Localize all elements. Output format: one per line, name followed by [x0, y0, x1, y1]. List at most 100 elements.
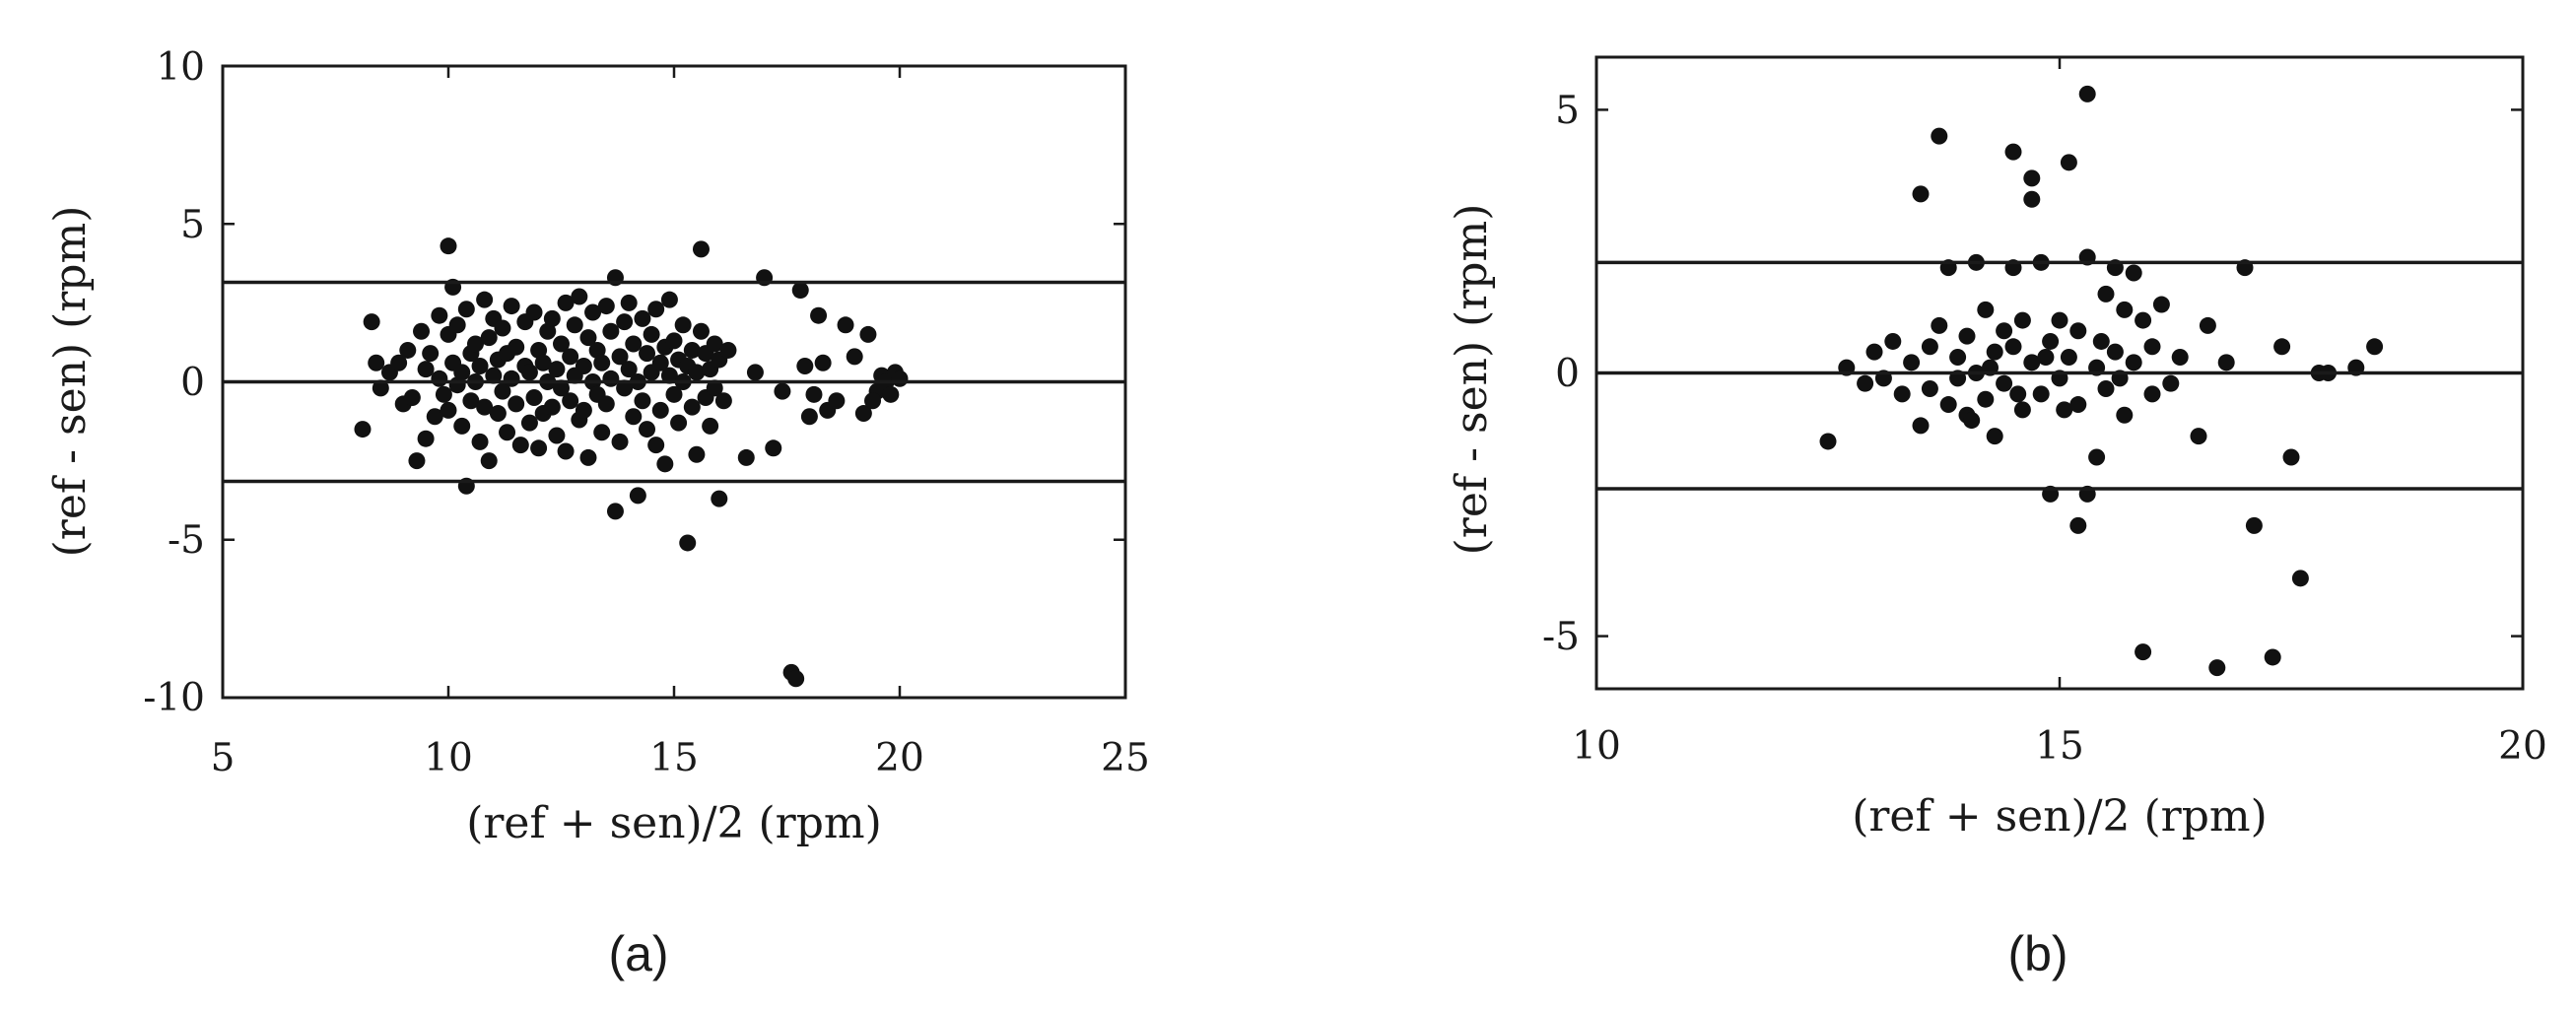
data-point [2116, 406, 2134, 424]
data-point [489, 405, 507, 423]
data-point [660, 291, 678, 308]
data-point [787, 670, 805, 688]
data-point [520, 364, 538, 381]
data-point [431, 370, 448, 387]
data-point [688, 364, 706, 381]
data-point [616, 313, 634, 331]
panel-b: 10 15 20 -5 0 5 (ref + sen)/2 (rpm) (ref… [1447, 55, 2547, 981]
data-point [674, 316, 692, 334]
data-point [2037, 348, 2055, 366]
data-point [611, 433, 629, 450]
data-point [2092, 332, 2110, 350]
data-point [571, 288, 588, 305]
panel-a: 5 10 15 20 25 -10 -5 0 5 10 (ref + sen)/… [45, 45, 1150, 981]
data-point [480, 329, 498, 347]
data-point [494, 319, 511, 337]
data-point [651, 401, 669, 419]
data-point [647, 437, 665, 454]
y-tick-label: 10 [156, 45, 205, 90]
data-point [683, 398, 701, 416]
data-point [1939, 396, 1957, 414]
data-point [363, 313, 380, 331]
data-point [602, 322, 620, 340]
panel-b-y-axis-label: (ref - sen) (rpm) [1447, 204, 1497, 556]
data-point [2143, 338, 2161, 356]
data-point [530, 341, 548, 359]
x-tick-label: 20 [875, 736, 924, 780]
data-point [2023, 354, 2041, 371]
y-tick-label: 0 [180, 361, 205, 405]
data-point [2208, 659, 2226, 677]
data-point [1986, 343, 2003, 361]
data-point [859, 325, 877, 343]
data-point [426, 408, 443, 426]
data-point [2135, 311, 2152, 329]
data-point [471, 357, 489, 374]
data-point [737, 448, 755, 466]
data-point [511, 437, 529, 454]
data-point [1903, 354, 1921, 371]
data-point [435, 385, 452, 403]
data-point [2088, 448, 2106, 466]
data-point [1949, 348, 1967, 366]
data-point [606, 503, 624, 520]
data-point [2097, 285, 2115, 303]
data-point [1865, 343, 1883, 361]
panel-b-points [1819, 85, 2384, 677]
data-point [711, 490, 728, 507]
data-point [453, 417, 471, 435]
data-point [417, 361, 435, 378]
data-point [543, 398, 561, 416]
data-point [2060, 348, 2077, 366]
data-point [553, 379, 570, 397]
data-point [2013, 311, 2031, 329]
data-point [485, 367, 503, 384]
data-point [1996, 374, 2013, 392]
data-point [620, 361, 638, 378]
data-point [620, 294, 638, 311]
data-point [2069, 396, 2087, 414]
data-point [584, 303, 602, 321]
data-point [688, 445, 706, 463]
data-point [530, 439, 548, 457]
data-point [702, 417, 719, 435]
data-point [588, 341, 606, 359]
data-point [508, 338, 525, 356]
data-point [2125, 264, 2142, 282]
data-point [719, 341, 737, 359]
panel-a-x-axis-label: (ref + sen)/2 (rpm) [466, 798, 882, 848]
data-point [1931, 316, 1948, 334]
y-tick-label: -10 [143, 676, 205, 720]
panel-b-tick-marks [1594, 57, 2525, 689]
data-point [476, 398, 494, 416]
y-tick-label: 5 [180, 203, 205, 247]
data-point [440, 237, 457, 255]
data-point [1912, 417, 1930, 435]
data-point [2125, 354, 2142, 371]
data-point [403, 389, 421, 407]
panel-a-hlines [223, 280, 1125, 484]
data-point [597, 298, 615, 315]
data-point [1931, 127, 1948, 145]
data-point [611, 348, 629, 366]
data-point [692, 240, 710, 258]
data-point [2009, 385, 2027, 403]
data-point [440, 401, 457, 419]
data-point [1819, 433, 1837, 450]
y-tick-label: -5 [1542, 615, 1580, 659]
data-point [791, 282, 809, 300]
data-point [629, 487, 646, 505]
data-point [431, 306, 448, 324]
data-point [368, 354, 385, 371]
y-tick-label: -5 [168, 518, 205, 563]
data-point [625, 408, 643, 426]
data-point [390, 354, 408, 371]
data-point [2152, 296, 2170, 313]
data-point [2143, 385, 2161, 403]
x-tick-label: 25 [1101, 736, 1150, 780]
data-point [665, 332, 683, 350]
data-point [602, 370, 620, 387]
data-point [2013, 401, 2031, 419]
data-point [480, 452, 498, 470]
